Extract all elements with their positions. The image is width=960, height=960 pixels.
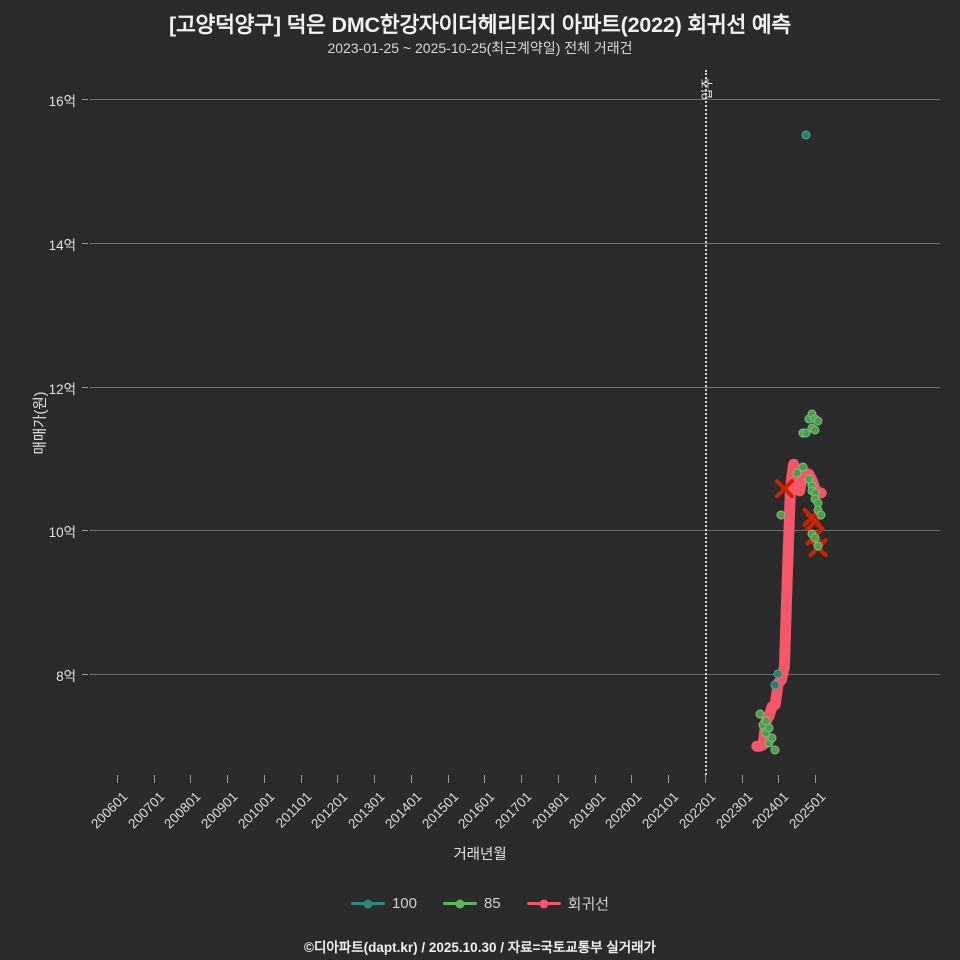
y-tick-label: 10억 (48, 525, 76, 541)
scatter-point-100 (801, 130, 811, 140)
legend-swatch-icon (442, 902, 477, 905)
x-tick-mark (300, 775, 302, 783)
footer-credit: ©디아파트(dapt.kr) / 2025.10.30 / 자료=국토교통부 실… (304, 940, 656, 955)
x-tick-mark (741, 775, 743, 783)
legend-item[interactable]: 회귀선 (526, 893, 610, 914)
y-tick-label: 14억 (48, 237, 76, 253)
y-tick-mark (82, 530, 88, 532)
y-axis-label: 매매가(원) (33, 390, 50, 455)
move-in-vline (704, 70, 707, 775)
legend-label: 85 (483, 895, 501, 912)
scatter-point-85 (810, 425, 820, 435)
scatter-point-85 (816, 510, 826, 520)
x-tick-mark (227, 775, 229, 783)
move-in-label: 입주 (699, 77, 714, 100)
legend-item[interactable]: 85 (442, 895, 501, 912)
regression-line (751, 458, 827, 752)
legend-item[interactable]: 100 (350, 895, 417, 912)
scatter-point-85 (776, 510, 786, 520)
page-subtitle: 2023-01-25 ~ 2025-10-25(최근계약일) 전체 거래건 (327, 40, 633, 56)
outlier-x-marker (774, 479, 794, 499)
chart-legend: 100 85 회귀선 (0, 893, 960, 914)
x-tick-mark (410, 775, 412, 783)
x-tick-mark (117, 775, 118, 783)
y-tick-label: 12억 (48, 381, 76, 397)
y-tick-label: 8억 (56, 669, 76, 685)
scatter-point-100 (770, 680, 780, 690)
x-tick-mark (153, 775, 155, 783)
scatter-point-85 (810, 533, 820, 543)
x-axis-label: 거래년월 (453, 847, 507, 863)
gridline (90, 386, 940, 388)
scatter-point-85 (755, 709, 765, 719)
x-tick-mark (263, 775, 265, 783)
legend-swatch-icon (526, 902, 561, 905)
x-tick-mark (447, 775, 449, 783)
plot-area (90, 70, 940, 775)
scatter-point-85 (792, 468, 802, 478)
x-tick-mark (778, 775, 780, 783)
x-tick-mark (631, 775, 633, 783)
scatter-point-85 (813, 416, 823, 426)
y-tick-mark (82, 98, 88, 100)
gridline (90, 242, 940, 244)
legend-label: 100 (391, 895, 417, 912)
gridline (90, 530, 940, 532)
page-title: [고양덕양구] 덕은 DMC한강자이더헤리티지 아파트(2022) 회귀선 예측 (168, 13, 792, 37)
scatter-point-85 (764, 723, 774, 733)
scatter-point-85 (801, 428, 811, 438)
x-tick-mark (557, 775, 559, 783)
y-tick-label: 16억 (48, 93, 76, 109)
scatter-point-100 (773, 669, 783, 679)
scatter-point-85 (813, 541, 823, 551)
x-tick-mark (521, 775, 523, 783)
scatter-point-85 (798, 462, 808, 472)
x-tick-mark (704, 775, 706, 783)
x-tick-mark (815, 775, 816, 783)
x-tick-mark (668, 775, 670, 783)
x-tick-mark (594, 775, 596, 783)
x-tick-mark (190, 775, 192, 783)
y-tick-mark (82, 242, 88, 244)
y-tick-mark (82, 674, 88, 676)
legend-swatch-icon (350, 902, 385, 905)
scatter-point-85 (770, 745, 780, 755)
y-tick-mark (82, 386, 88, 388)
x-tick-mark (374, 775, 376, 783)
scatter-point-85 (767, 733, 777, 743)
x-tick-mark (337, 775, 339, 783)
legend-label: 회귀선 (567, 896, 610, 913)
x-tick-mark (484, 775, 486, 783)
gridline (90, 674, 940, 676)
gridline (90, 98, 940, 100)
